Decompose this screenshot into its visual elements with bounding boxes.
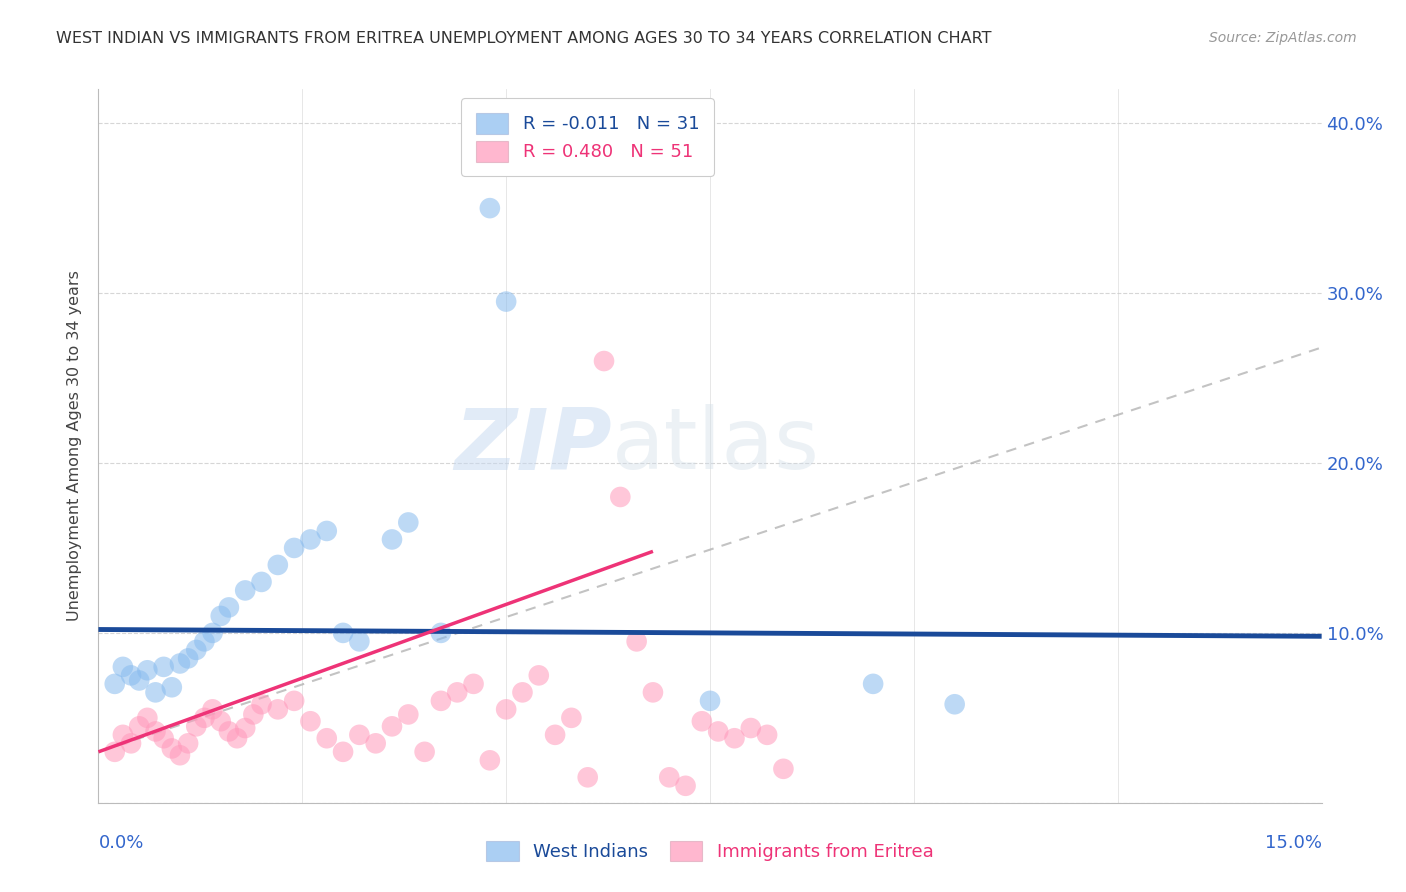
Y-axis label: Unemployment Among Ages 30 to 34 years: Unemployment Among Ages 30 to 34 years	[67, 270, 83, 622]
Point	[160, 680, 183, 694]
Point	[145, 685, 167, 699]
Point	[136, 663, 159, 677]
Point	[315, 524, 337, 538]
Point	[283, 541, 305, 555]
Point	[111, 728, 134, 742]
Point	[152, 731, 174, 746]
Point	[609, 490, 631, 504]
Point	[218, 600, 240, 615]
Point	[209, 608, 232, 623]
Point	[740, 721, 762, 735]
Point	[250, 574, 273, 589]
Point	[430, 626, 453, 640]
Point	[707, 724, 730, 739]
Point	[430, 694, 453, 708]
Point	[349, 634, 371, 648]
Point	[177, 651, 200, 665]
Point	[267, 558, 290, 572]
Text: Source: ZipAtlas.com: Source: ZipAtlas.com	[1209, 31, 1357, 45]
Point	[193, 711, 215, 725]
Point	[658, 770, 681, 784]
Point	[104, 745, 127, 759]
Point	[576, 770, 599, 784]
Point	[193, 634, 215, 648]
Point	[593, 354, 616, 368]
Point	[120, 668, 142, 682]
Point	[201, 702, 224, 716]
Point	[104, 677, 127, 691]
Point	[381, 533, 404, 547]
Point	[145, 724, 167, 739]
Point	[396, 516, 419, 530]
Point	[723, 731, 745, 746]
Point	[111, 660, 134, 674]
Legend: West Indians, Immigrants from Eritrea: West Indians, Immigrants from Eritrea	[472, 826, 948, 876]
Text: WEST INDIAN VS IMMIGRANTS FROM ERITREA UNEMPLOYMENT AMONG AGES 30 TO 34 YEARS CO: WEST INDIAN VS IMMIGRANTS FROM ERITREA U…	[56, 31, 991, 46]
Point	[233, 721, 256, 735]
Point	[299, 714, 322, 729]
Point	[201, 626, 224, 640]
Point	[756, 728, 779, 742]
Point	[177, 736, 200, 750]
Point	[136, 711, 159, 725]
Point	[512, 685, 534, 699]
Point	[160, 741, 183, 756]
Point	[283, 694, 305, 708]
Point	[478, 753, 501, 767]
Point	[315, 731, 337, 746]
Text: atlas: atlas	[612, 404, 820, 488]
Point	[364, 736, 387, 750]
Point	[152, 660, 174, 674]
Point	[463, 677, 485, 691]
Point	[209, 714, 232, 729]
Point	[349, 728, 371, 742]
Point	[233, 583, 256, 598]
Point	[626, 634, 648, 648]
Point	[943, 698, 966, 712]
Point	[299, 533, 322, 547]
Point	[495, 294, 517, 309]
Text: ZIP: ZIP	[454, 404, 612, 488]
Point	[413, 745, 436, 759]
Point	[242, 707, 264, 722]
Point	[699, 694, 721, 708]
Point	[675, 779, 697, 793]
Text: 15.0%: 15.0%	[1264, 834, 1322, 852]
Point	[527, 668, 550, 682]
Text: 0.0%: 0.0%	[98, 834, 143, 852]
Point	[250, 698, 273, 712]
Point	[772, 762, 794, 776]
Point	[332, 626, 354, 640]
Point	[218, 724, 240, 739]
Point	[446, 685, 468, 699]
Point	[332, 745, 354, 759]
Point	[381, 719, 404, 733]
Point	[186, 643, 208, 657]
Point	[186, 719, 208, 733]
Point	[169, 748, 191, 763]
Point	[396, 707, 419, 722]
Point	[226, 731, 249, 746]
Point	[478, 201, 501, 215]
Point	[495, 702, 517, 716]
Point	[267, 702, 290, 716]
Point	[128, 719, 150, 733]
Point	[690, 714, 713, 729]
Point	[120, 736, 142, 750]
Point	[544, 728, 567, 742]
Point	[169, 657, 191, 671]
Point	[641, 685, 664, 699]
Point	[560, 711, 582, 725]
Point	[128, 673, 150, 688]
Point	[862, 677, 884, 691]
